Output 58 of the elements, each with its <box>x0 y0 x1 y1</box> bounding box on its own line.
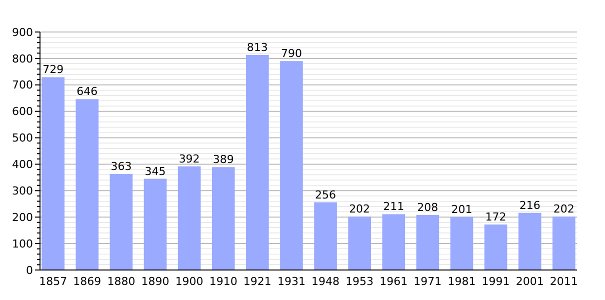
x-tick-label: 1948 <box>312 275 340 288</box>
bar <box>76 99 99 270</box>
bar <box>314 202 337 270</box>
bar <box>280 61 303 270</box>
data-label: 256 <box>315 188 336 202</box>
x-tick-label: 2011 <box>550 275 578 288</box>
x-tick-label: 2001 <box>516 275 544 288</box>
data-label: 729 <box>42 63 64 76</box>
bar <box>246 55 269 270</box>
data-label: 211 <box>383 200 404 214</box>
data-label: 646 <box>76 85 98 98</box>
x-tick-label: 1981 <box>448 275 476 288</box>
y-tick-label: 0 <box>26 264 33 277</box>
y-tick-label: 300 <box>12 184 33 198</box>
y-tick-label: 100 <box>12 237 33 250</box>
x-tick-label: 1869 <box>73 275 102 288</box>
x-tick-label: 1991 <box>482 275 510 288</box>
x-tick-label: 1961 <box>380 275 408 288</box>
data-label: 202 <box>349 202 370 216</box>
bar <box>144 178 167 270</box>
x-tick-label: 1857 <box>39 275 68 288</box>
y-tick-label: 900 <box>12 26 33 39</box>
bar <box>416 214 440 270</box>
bar <box>518 212 542 270</box>
x-tick-label: 1931 <box>277 275 306 288</box>
x-tick-label: 1921 <box>243 275 272 288</box>
data-label: 172 <box>485 210 506 224</box>
y-tick-label: 200 <box>12 210 33 224</box>
data-label: 790 <box>280 47 302 60</box>
bar <box>178 166 201 270</box>
bar <box>552 216 576 270</box>
x-tick-label: 1953 <box>346 275 374 288</box>
data-label: 216 <box>519 198 540 212</box>
x-tick-label: 1910 <box>209 275 238 288</box>
data-label: 363 <box>110 160 132 174</box>
data-label: 208 <box>417 200 438 214</box>
y-tick-label: 400 <box>12 158 33 172</box>
y-tick-label: 800 <box>12 52 33 66</box>
y-tick-label: 700 <box>12 78 33 92</box>
bar <box>484 224 508 270</box>
y-tick-label: 500 <box>12 132 33 145</box>
bar <box>450 216 474 270</box>
data-label: 202 <box>553 202 574 216</box>
x-tick-label: 1971 <box>414 275 442 288</box>
data-label: 201 <box>451 202 472 216</box>
bar <box>42 77 65 270</box>
x-tick-label: 1900 <box>175 275 204 288</box>
bar <box>212 167 235 270</box>
x-tick-label: 1880 <box>107 275 136 288</box>
y-tick-label: 600 <box>12 105 33 118</box>
bar <box>110 174 133 270</box>
bar <box>348 216 371 270</box>
bar <box>382 214 406 270</box>
data-label: 392 <box>178 152 200 166</box>
x-tick-label: 1890 <box>141 275 170 288</box>
data-label: 389 <box>212 153 234 166</box>
data-label: 813 <box>246 41 268 54</box>
data-label: 345 <box>144 164 166 178</box>
